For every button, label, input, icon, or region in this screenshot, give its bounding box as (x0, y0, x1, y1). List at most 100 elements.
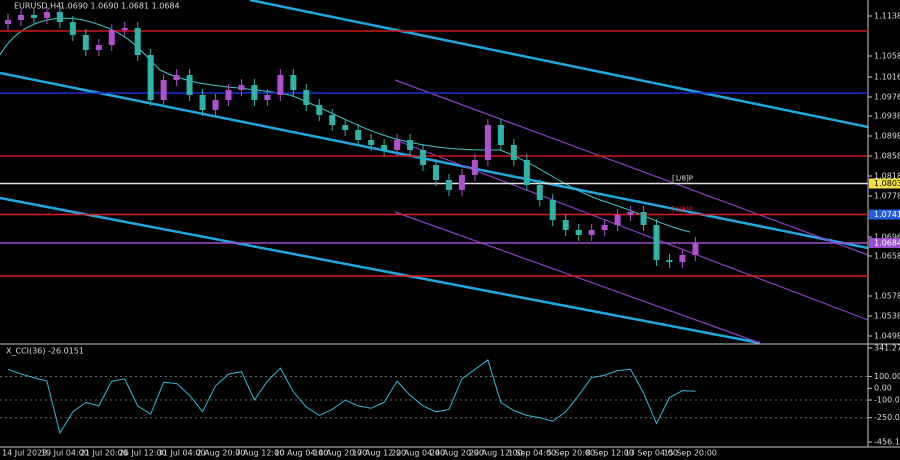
price-box (869, 209, 900, 220)
candle-body (640, 212, 647, 225)
candle-body (549, 200, 556, 220)
channel-line (249, 0, 869, 129)
y-tick-label: 1.0696 (874, 233, 900, 242)
y-tick-label: 1.0778 (874, 192, 900, 201)
y-tick-label: 100.00 (874, 372, 900, 381)
candle-body (433, 165, 440, 180)
y-tick-label: 1.0898 (874, 132, 900, 141)
candle-body (666, 260, 673, 262)
candle-body (43, 12, 50, 18)
candle-body (160, 80, 167, 100)
level-tag: [0/8]P (672, 206, 693, 214)
candle-body (407, 140, 414, 150)
y-tick-label: 1.1058 (874, 52, 900, 61)
x-tick-label: 31 Jul 04:00 (158, 449, 206, 458)
indicator-title: X_CCI(36) -26.0151 (6, 347, 84, 356)
x-tick-label: 22 Aug 04:00 (391, 449, 445, 458)
candle-body (30, 15, 37, 18)
y-tick-label: -100.00 (874, 396, 900, 405)
candle-body (679, 255, 686, 262)
candle-body (536, 185, 543, 200)
candle-body (692, 243, 699, 255)
y-tick-label: 1.1016 (874, 73, 900, 82)
candle-body (445, 180, 452, 190)
candle-body (69, 22, 76, 35)
candle-body (212, 100, 219, 110)
y-tick-label: 341.2705 (874, 344, 900, 353)
candle-body (199, 95, 206, 110)
candle-body (290, 75, 297, 90)
candle-body (355, 130, 362, 140)
candle-body (381, 145, 388, 150)
channel-line (0, 71, 869, 250)
x-tick-label: 21 Jul 20:00 (80, 449, 128, 458)
x-tick-label: 13 Sep 04:00 (625, 449, 678, 458)
candle-body (471, 160, 478, 175)
x-tick-label: 1 Sep 04:00 (508, 449, 556, 458)
candle-body (420, 150, 427, 165)
x-tick-label: 7 Aug 12:00 (235, 449, 284, 458)
y-tick-label: 1.1138 (874, 12, 900, 21)
candle-body (394, 140, 401, 150)
y-tick-label: -456.1757 (874, 438, 900, 447)
price-box-label: 1.0803 (874, 179, 900, 188)
x-tick-label: 19 Jul 04:00 (41, 449, 89, 458)
x-tick-label: 15 Sep 20:00 (663, 449, 716, 458)
candle-body (497, 125, 504, 145)
candle-body (186, 75, 193, 95)
x-tick-label: 17 Aug 12:00 (352, 449, 406, 458)
y-tick-label: 1.0976 (874, 93, 900, 102)
candle-body (134, 28, 141, 55)
candle-body (173, 75, 180, 80)
y-tick-label: -250.00 (874, 413, 900, 422)
candle-body (251, 85, 258, 100)
y-tick-label: 1.0818 (874, 172, 900, 181)
price-box (869, 178, 900, 189)
y-tick-label: 0.00 (874, 384, 892, 393)
candle-body (653, 225, 660, 260)
candle-body (329, 115, 336, 125)
x-tick-label: 8 Sep 12:00 (586, 449, 634, 458)
candle-body (342, 125, 349, 130)
y-tick-label: 1.0858 (874, 152, 900, 161)
candle-body (368, 140, 375, 145)
x-tick-label: 29 Aug 12:00 (469, 449, 523, 458)
candle-body (303, 90, 310, 105)
candle-body (575, 230, 582, 235)
candle-body (147, 55, 154, 100)
y-tick-label: 1.0578 (874, 292, 900, 301)
y-tick-label: 1.0498 (874, 332, 900, 341)
candle-body (264, 95, 271, 100)
candle-body (56, 12, 63, 22)
indicator-line (7, 359, 696, 435)
candle-body (562, 220, 569, 230)
price-box (869, 238, 900, 248)
x-tick-label: 26 Jul 12:00 (119, 449, 167, 458)
candle-body (238, 85, 245, 90)
chart-subtitle: 1.0690 1.0690 1.0681 1.0684 (60, 2, 180, 11)
y-tick-label: 1.0938 (874, 112, 900, 121)
channel-line (0, 196, 761, 345)
x-tick-label: 24 Aug 20:00 (430, 449, 484, 458)
price-box-label: 1.0684 (874, 239, 900, 248)
channels (0, 0, 869, 345)
candle-body (108, 30, 115, 45)
x-tick-label: 14 Jul 2023 (2, 449, 47, 458)
candle-body (510, 145, 517, 160)
price-box-label: 1.0741 (874, 210, 900, 219)
y-tick-label: 1.0658 (874, 252, 900, 261)
chart-title: EURUSD,H4 (14, 2, 61, 11)
candle-body (458, 175, 465, 190)
x-tick-label: 14 Aug 20:00 (313, 449, 367, 458)
candle-body (95, 45, 102, 50)
x-tick-label: 2 Aug 20:00 (197, 449, 246, 458)
x-tick-label: 5 Sep 20:00 (547, 449, 595, 458)
candle-body (316, 105, 323, 115)
x-tick-label: 10 Aug 04:00 (274, 449, 328, 458)
candle-body (601, 225, 608, 230)
candle-body (225, 90, 232, 100)
candle-body (5, 20, 11, 24)
moving-average (0, 17, 691, 233)
